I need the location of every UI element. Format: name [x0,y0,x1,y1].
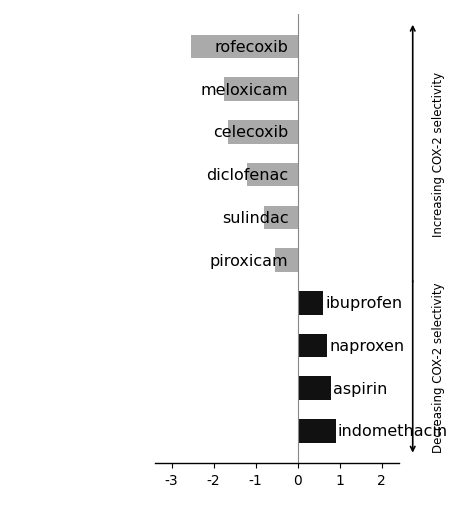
Text: ibuprofen: ibuprofen [325,296,402,310]
Text: meloxicam: meloxicam [201,82,288,98]
Bar [190,36,298,59]
Text: rofecoxib: rofecoxib [214,40,288,55]
Text: indomethacin: indomethacin [338,423,448,439]
Bar [264,206,298,230]
Text: aspirin: aspirin [333,381,388,396]
Text: piroxicam: piroxicam [210,253,288,268]
Text: Increasing COX-2 selectivity: Increasing COX-2 selectivity [432,72,445,236]
Bar [298,419,336,443]
Text: celecoxib: celecoxib [213,125,288,140]
Bar [298,334,327,357]
Bar [298,292,323,315]
Bar [247,163,298,187]
Bar [298,377,332,400]
Bar [224,78,298,102]
Bar [228,121,298,145]
Text: Decreasing COX-2 selectivity: Decreasing COX-2 selectivity [432,282,445,453]
Text: naproxen: naproxen [329,338,404,353]
Text: diclofenac: diclofenac [206,168,288,183]
Text: sulindac: sulindac [222,210,288,225]
Bar [275,249,298,272]
